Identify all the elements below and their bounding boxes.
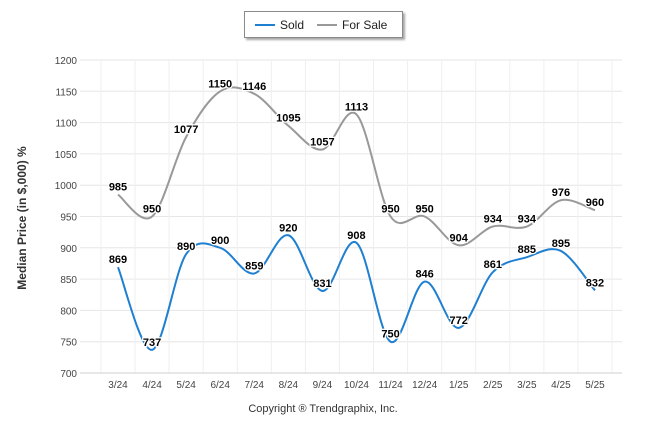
data-label-sold-11: 861 [484,259,502,271]
y-tick-label-1100: 1100 [55,119,77,130]
y-tick-label-1000: 1000 [55,181,78,192]
copyright-text: Copyright ® Trendgraphix, Inc. [248,403,398,415]
y-axis-title: Median Price (in $,000) % [15,146,29,290]
y-tick-label-800: 800 [60,306,77,317]
x-tick-label-11-24: 11/24 [378,380,403,391]
data-label-sold-10: 772 [450,315,468,327]
series-lines [117,86,596,351]
x-tick-label-9-24: 9/24 [313,380,333,391]
x-tick-label-3-25: 3/25 [517,380,537,391]
x-tick-label-8-24: 8/24 [279,380,299,391]
data-label-for-sale-1: 950 [143,204,161,216]
data-label-sold-8: 750 [381,329,399,341]
data-label-for-sale-3: 1150 [208,78,232,90]
data-label-for-sale-4: 1146 [242,81,266,93]
data-label-for-sale-10: 904 [450,232,469,244]
data-label-for-sale-14: 960 [586,197,604,209]
data-label-sold-0: 869 [109,254,127,266]
data-label-sold-1: 737 [143,337,161,349]
series-line-for-sale [117,86,596,247]
data-label-sold-12: 885 [518,244,536,256]
legend: Sold For Sale [244,11,403,38]
x-tick-label-4-25: 4/25 [551,380,571,391]
grid-lines [80,59,622,374]
data-label-for-sale-0: 985 [109,182,127,194]
y-tick-label-1200: 1200 [55,56,78,67]
x-tick-label-3-24: 3/24 [108,380,128,391]
legend-item-for-sale[interactable]: For Sale [317,18,397,32]
y-tick-label-1150: 1150 [55,87,77,98]
data-label-for-sale-6: 1057 [310,137,334,149]
legend-item-sold[interactable]: Sold [255,18,325,32]
y-tick-label-900: 900 [60,244,77,255]
data-label-for-sale-11: 934 [484,214,503,226]
data-label-sold-4: 859 [245,260,263,272]
data-label-for-sale-2: 1077 [174,124,198,136]
x-tick-label-5-24: 5/24 [176,380,196,391]
y-tick-label-1050: 1050 [55,150,78,161]
data-label-sold-6: 831 [313,278,331,290]
legend-swatch-sold [255,24,275,26]
y-tick-label-950: 950 [60,213,77,224]
data-label-sold-14: 832 [586,277,604,289]
data-label-sold-3: 900 [211,235,229,247]
y-tick-label-700: 700 [60,369,77,380]
data-label-sold-9: 846 [415,269,433,281]
x-tick-label-12-24: 12/24 [412,380,437,391]
x-tick-label-2-25: 2/25 [483,380,503,391]
y-tick-label-750: 750 [60,338,77,349]
data-label-for-sale-13: 976 [552,187,570,199]
x-tick-label-4-24: 4/24 [142,380,162,391]
axes: 700 750 800 850 900 950 1000 1050 1100 1150 1200 3/… [55,56,622,391]
x-tick-label-7-24: 7/24 [245,380,265,391]
data-label-sold-2: 890 [177,241,195,253]
legend-label-sold: Sold [280,18,305,32]
x-tick-label-10-24: 10/24 [344,380,369,391]
data-label-for-sale-5: 1095 [276,113,300,125]
data-label-for-sale-7: 1113 [345,101,368,113]
data-label-sold-13: 895 [552,238,570,250]
y-tick-label-850: 850 [60,275,77,286]
series-line-sold [117,234,596,351]
data-label-for-sale-12: 934 [518,214,537,226]
data-labels: 985 950 1077 1150 1146 1095 1057 1113 950 950 904 9… [108,77,606,350]
x-tick-label-6-24: 6/24 [210,380,230,391]
x-tick-label-1-25: 1/25 [449,380,469,391]
legend-swatch-for-sale [317,24,337,26]
data-label-sold-7: 908 [347,230,365,242]
data-label-for-sale-8: 950 [381,204,399,216]
data-label-for-sale-9: 950 [415,204,433,216]
legend-label-for-sale: For Sale [342,18,388,32]
data-label-sold-5: 920 [279,222,297,234]
x-tick-label-5-25: 5/25 [585,380,605,391]
